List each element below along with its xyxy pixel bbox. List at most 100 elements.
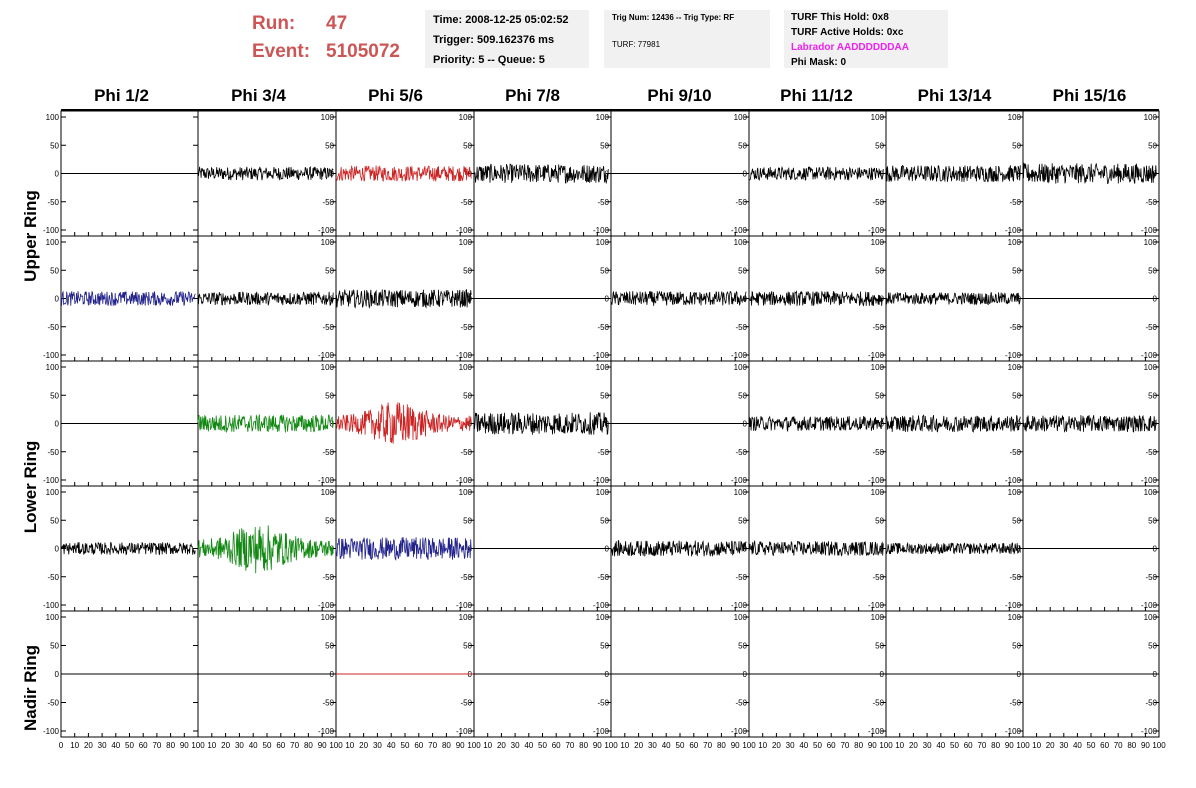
y-tick-label: 0 xyxy=(55,170,60,179)
x-tick-label: 50 xyxy=(1087,741,1096,750)
y-tick-label: 100 xyxy=(459,113,473,122)
y-tick-label: -100 xyxy=(1141,476,1158,485)
y-tick-label: -100 xyxy=(731,601,748,610)
x-tick-label: 70 xyxy=(428,741,437,750)
x-tick-label: 90 xyxy=(318,741,327,750)
y-tick-label: -50 xyxy=(47,198,59,207)
y-tick-label: 100 xyxy=(734,113,748,122)
x-tick-label: 80 xyxy=(579,741,588,750)
y-tick-label: 100 xyxy=(46,363,60,372)
y-tick-label: -100 xyxy=(731,476,748,485)
y-tick-label: -50 xyxy=(735,448,747,457)
y-tick-label: -100 xyxy=(1005,226,1022,235)
y-tick-label: 100 xyxy=(1008,238,1022,247)
x-tick-label: 30 xyxy=(511,741,520,750)
run-value: 47 xyxy=(326,13,348,34)
x-tick-label: 80 xyxy=(304,741,313,750)
x-tick-label: 20 xyxy=(84,741,93,750)
y-tick-label: -100 xyxy=(868,226,885,235)
y-tick-label: 100 xyxy=(321,113,335,122)
y-tick-label: -100 xyxy=(318,727,335,736)
x-tick-label: 20 xyxy=(772,741,781,750)
waveform-trace xyxy=(60,290,196,307)
waveform-trace xyxy=(748,415,884,433)
y-tick-label: 50 xyxy=(1148,141,1157,150)
y-tick-label: 100 xyxy=(734,488,748,497)
panel-frame xyxy=(748,360,887,487)
y-tick-label: -100 xyxy=(731,727,748,736)
y-tick-label: 50 xyxy=(1148,642,1157,651)
x-tick-label: 30 xyxy=(648,741,657,750)
y-tick-label: 50 xyxy=(1012,141,1021,150)
y-tick-label: 100 xyxy=(46,613,60,622)
y-tick-label: -50 xyxy=(1009,198,1021,207)
x-tick-label: 40 xyxy=(1073,741,1082,750)
y-tick-label: 50 xyxy=(875,141,884,150)
x-tick-label: 60 xyxy=(276,741,285,750)
y-tick-label: 100 xyxy=(459,488,473,497)
y-tick-label: -100 xyxy=(593,727,610,736)
y-tick-label: -100 xyxy=(456,601,473,610)
y-tick-label: -100 xyxy=(1005,727,1022,736)
y-tick-label: 50 xyxy=(1012,642,1021,651)
y-tick-label: -100 xyxy=(593,226,610,235)
y-tick-label: 0 xyxy=(55,295,60,304)
labrador-line: Labrador AADDDDDDAA xyxy=(791,42,909,53)
waveform-trace xyxy=(885,291,1021,306)
x-tick-label: 60 xyxy=(1100,741,1109,750)
y-tick-label: 50 xyxy=(50,642,59,651)
panel-frame xyxy=(60,485,199,612)
y-tick-label: -100 xyxy=(1141,601,1158,610)
y-tick-label: 50 xyxy=(600,516,609,525)
x-tick-label: 70 xyxy=(565,741,574,750)
x-tick-label: 80 xyxy=(1127,741,1136,750)
x-tick-label: 40 xyxy=(387,741,396,750)
y-tick-label: -100 xyxy=(593,476,610,485)
phi-title-3: Phi 5/6 xyxy=(368,86,423,105)
y-tick-label: -50 xyxy=(460,198,472,207)
x-tick-label: 10 xyxy=(345,741,354,750)
waveform-trace xyxy=(748,165,884,182)
y-tick-label: 100 xyxy=(1144,113,1158,122)
y-tick-label: -100 xyxy=(868,351,885,360)
y-tick-label: 100 xyxy=(1144,613,1158,622)
y-tick-label: -50 xyxy=(322,699,334,708)
waveform-trace xyxy=(473,163,609,185)
phi-title-1: Phi 1/2 xyxy=(94,86,149,105)
x-tick-label: 20 xyxy=(497,741,506,750)
y-tick-label: -50 xyxy=(872,573,884,582)
x-tick-label: 90 xyxy=(593,741,602,750)
y-tick-label: -50 xyxy=(1009,573,1021,582)
y-tick-label: -50 xyxy=(1009,448,1021,457)
y-tick-label: 100 xyxy=(321,488,335,497)
x-tick-label: 50 xyxy=(263,741,272,750)
x-tick-label: 80 xyxy=(854,741,863,750)
x-tick-label: 10 xyxy=(620,741,629,750)
y-tick-label: 50 xyxy=(738,141,747,150)
x-tick-label: 20 xyxy=(359,741,368,750)
y-tick-label: -50 xyxy=(735,198,747,207)
x-tick-label: 100 xyxy=(329,741,343,750)
waveform-trace xyxy=(335,537,472,561)
x-tick-label: 100 xyxy=(604,741,618,750)
y-tick-label: 50 xyxy=(600,642,609,651)
x-tick-label: 60 xyxy=(139,741,148,750)
x-tick-label: 90 xyxy=(180,741,189,750)
y-tick-label: -50 xyxy=(735,323,747,332)
y-tick-label: 50 xyxy=(738,391,747,400)
phi-title-2: Phi 3/4 xyxy=(231,86,286,105)
y-tick-label: 50 xyxy=(738,516,747,525)
waveform-trace xyxy=(748,290,884,307)
y-tick-label: -50 xyxy=(872,198,884,207)
x-tick-label: 70 xyxy=(703,741,712,750)
x-tick-label: 80 xyxy=(166,741,175,750)
y-tick-label: 50 xyxy=(875,642,884,651)
y-tick-label: 50 xyxy=(600,141,609,150)
x-tick-label: 10 xyxy=(1032,741,1041,750)
x-tick-label: 80 xyxy=(442,741,451,750)
y-tick-label: 100 xyxy=(459,363,473,372)
y-tick-label: 50 xyxy=(463,516,472,525)
y-tick-label: 50 xyxy=(1148,266,1157,275)
y-tick-label: 0 xyxy=(880,170,885,179)
y-tick-label: -50 xyxy=(47,573,59,582)
